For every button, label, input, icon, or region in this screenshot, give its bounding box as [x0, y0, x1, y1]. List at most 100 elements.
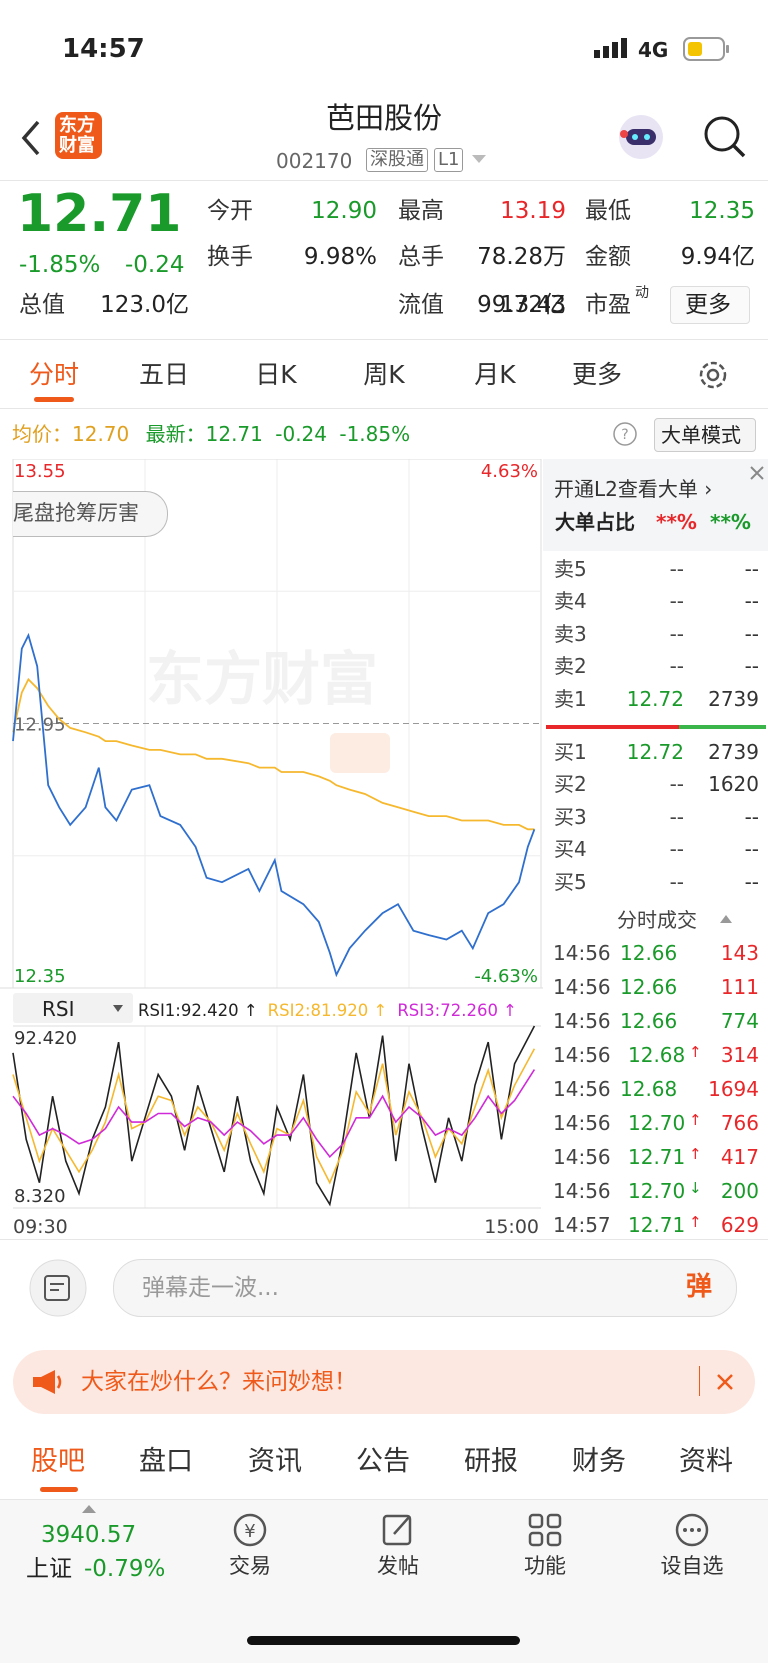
book-level: 买4 — [554, 837, 587, 861]
last-change: -0.24 — [275, 422, 327, 446]
bottom-tab[interactable]: 财务 — [572, 1446, 626, 1477]
book-level: 买5 — [554, 870, 587, 894]
y-tick-label: 92.420 — [14, 1028, 77, 1049]
nav-icon[interactable] — [672, 1510, 712, 1550]
field-label: 最高 — [398, 198, 444, 224]
field-value: 12.35 — [689, 198, 755, 224]
bottom-tab[interactable]: 研报 — [464, 1446, 518, 1477]
index-value[interactable]: 3940.57 — [41, 1522, 137, 1548]
dropdown-icon[interactable] — [472, 155, 486, 165]
trade-arrow: ↑ — [689, 1145, 702, 1163]
tab[interactable]: 日K — [255, 360, 297, 389]
search-button[interactable] — [702, 114, 748, 160]
field-sup: 动 — [635, 285, 649, 301]
tab[interactable]: 五日 — [138, 360, 190, 389]
book-level: 卖1 — [554, 687, 587, 711]
watermark: 东方财富 — [146, 645, 378, 713]
book-price: -- — [669, 557, 684, 581]
nav-label[interactable]: 设自选 — [660, 1554, 724, 1578]
indicator-select[interactable] — [13, 993, 133, 1023]
nav-label[interactable]: 功能 — [524, 1554, 566, 1578]
field-label: 最低 — [585, 198, 631, 224]
more-text: 更多 — [685, 292, 731, 318]
tab[interactable]: 月K — [474, 360, 516, 389]
book-level: 买3 — [554, 805, 587, 829]
help-icon[interactable]: ? — [612, 421, 638, 447]
book-price: -- — [669, 654, 684, 678]
y2-tick-label: 4.63% — [481, 461, 538, 482]
home-indicator — [247, 1636, 520, 1645]
settings-button[interactable] — [696, 358, 730, 392]
trade-price: 12.70 — [628, 1111, 686, 1135]
book-level: 卖3 — [554, 622, 587, 646]
legend-entry: RSI2:81.920 ↑ — [268, 1001, 388, 1020]
nav-label[interactable]: 发帖 — [377, 1554, 419, 1578]
tag: L1 — [434, 148, 464, 172]
last-pct: -1.85% — [339, 422, 411, 446]
trade-volume: 200 — [720, 1179, 759, 1203]
promo-close[interactable] — [715, 1372, 735, 1392]
network: 4G — [638, 38, 669, 62]
expand-button[interactable] — [330, 733, 390, 773]
l2-box[interactable] — [543, 459, 768, 551]
bottom-tab[interactable]: 资料 — [679, 1446, 733, 1477]
svg-text:¥: ¥ — [244, 1521, 255, 1542]
book-volume: -- — [744, 622, 759, 646]
book-price: -- — [669, 870, 684, 894]
trade-volume: 314 — [720, 1043, 759, 1067]
signal-icon — [594, 38, 627, 58]
sort-icon[interactable] — [720, 915, 732, 923]
divider — [699, 1366, 700, 1396]
trade-time: 14:56 — [553, 1145, 611, 1169]
trade-volume: 143 — [720, 941, 759, 965]
book-volume: 2739 — [708, 687, 759, 711]
last-price: 12.71 — [205, 422, 263, 446]
big-order-mode[interactable]: 大单模式 — [654, 418, 756, 452]
robot-avatar[interactable] — [616, 112, 666, 162]
index-name[interactable]: 上证 — [26, 1556, 72, 1582]
tab[interactable]: 更多 — [571, 360, 623, 389]
bottom-tab[interactable]: 股吧 — [31, 1446, 85, 1477]
back-button[interactable] — [18, 118, 44, 158]
field-label: 总值 — [19, 292, 65, 318]
nav-icon[interactable] — [378, 1510, 418, 1550]
more-button[interactable]: 更多 — [670, 286, 750, 324]
tab[interactable]: 周K — [363, 360, 405, 389]
promo-text: 大家在炒什么？来问妙想！ — [81, 1369, 357, 1395]
trade-time: 14:57 — [553, 1213, 611, 1237]
series-line — [12, 1025, 536, 1207]
banner-pill[interactable]: 尾盘抢筹厉害 — [13, 491, 168, 537]
comment-input[interactable]: 弹幕走一波... 弹 — [113, 1259, 737, 1317]
l2-text[interactable]: 开通L2查看大单 › — [554, 477, 713, 501]
trade-arrow: ↑ — [689, 1213, 702, 1231]
stock-code: 002170 — [276, 149, 353, 173]
nav-label[interactable]: 交易 — [229, 1554, 271, 1578]
trade-volume: 766 — [720, 1111, 759, 1135]
trade-time: 14:56 — [553, 1009, 611, 1033]
promo-banner[interactable]: 大家在炒什么？来问妙想！ — [13, 1350, 755, 1414]
tab[interactable]: 分时 — [28, 360, 80, 389]
up-icon[interactable] — [82, 1505, 96, 1513]
field-label: 今开 — [207, 198, 253, 224]
comment-icon[interactable] — [29, 1259, 87, 1317]
book-level: 买1 — [554, 740, 587, 764]
field-label: 金额 — [585, 244, 631, 270]
bottom-tab[interactable]: 盘口 — [139, 1446, 193, 1477]
nav-icon[interactable] — [525, 1510, 565, 1550]
legend-entry: RSI3:72.260 ↑ — [397, 1001, 517, 1020]
danmu-button[interactable]: 弹 — [686, 1272, 713, 1302]
bottom-tab[interactable]: 公告 — [356, 1446, 410, 1477]
close-button[interactable] — [746, 462, 768, 484]
book-volume: -- — [744, 654, 759, 678]
bottom-tab[interactable]: 资讯 — [248, 1446, 302, 1477]
book-volume: -- — [744, 589, 759, 613]
battery-icon — [683, 37, 729, 61]
field-label: 市盈 — [585, 292, 631, 318]
nav-icon[interactable]: ¥ — [230, 1510, 270, 1550]
index-pct[interactable]: -0.79% — [84, 1556, 166, 1582]
trade-arrow: ↓ — [689, 1179, 702, 1197]
avg-price: 12.70 — [72, 422, 130, 446]
y2-tick-label: -4.63% — [474, 966, 538, 987]
trade-time: 14:56 — [553, 1111, 611, 1135]
price: 12.71 — [17, 184, 182, 244]
